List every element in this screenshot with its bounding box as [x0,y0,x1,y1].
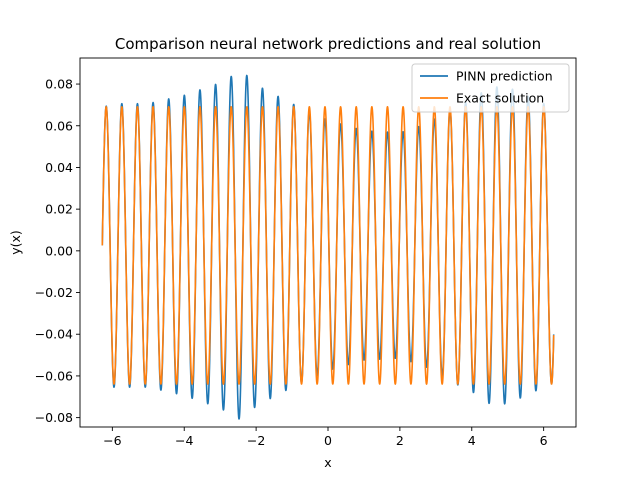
x-tick-label: 4 [468,433,476,448]
y-tick-label: 0.08 [45,77,73,92]
x-tick-label: 0 [324,433,332,448]
x-tick-label: −6 [103,433,121,448]
legend-label: Exact solution [456,91,544,106]
x-tick-label: 6 [540,433,548,448]
legend-box [411,63,570,113]
series-line-exact-solution [101,105,555,385]
x-tick-label: 2 [396,433,404,448]
y-tick-label: 0.00 [45,243,73,258]
y-tick-label: −0.04 [35,327,73,342]
y-tick-label: −0.02 [35,285,73,300]
y-tick-label: −0.06 [35,368,73,383]
y-tick-label: −0.08 [35,410,73,425]
y-tick-label: 0.02 [45,202,73,217]
y-tick-label: 0.06 [45,118,73,133]
y-tick-label: 0.04 [45,160,73,175]
x-tick-label: −2 [247,433,265,448]
chart-title: Comparison neural network predictions an… [115,35,541,53]
y-axis-label: y(x) [8,230,23,255]
x-tick-label: −4 [175,433,193,448]
legend-label: PINN prediction [456,69,553,84]
x-axis-label: x [324,455,331,470]
